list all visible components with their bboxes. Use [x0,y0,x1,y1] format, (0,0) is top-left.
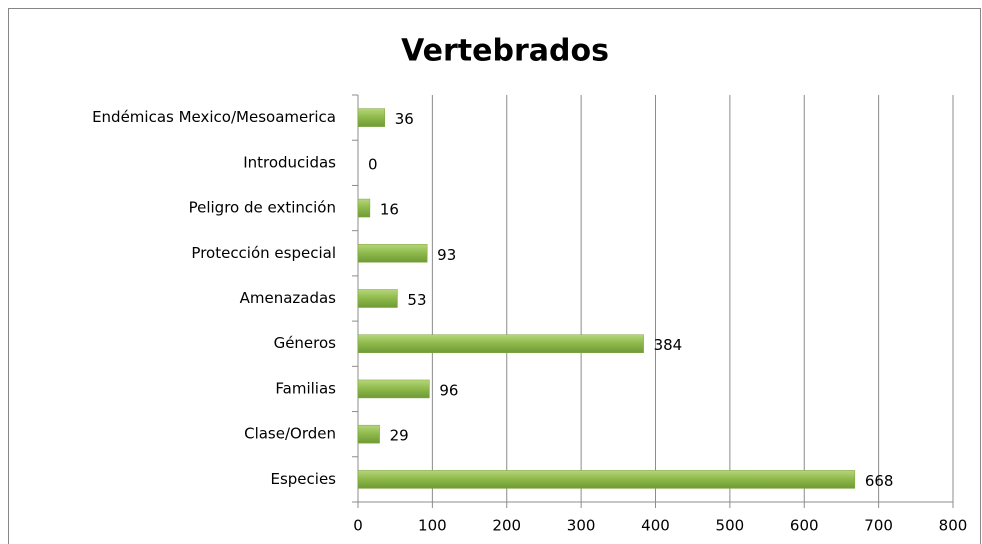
bar [357,198,371,218]
x-tick-label: 600 [790,517,819,535]
bar [357,424,380,444]
bar [357,379,430,399]
x-tick-label: 500 [716,517,745,535]
data-label: 16 [380,201,399,219]
y-tick-label: Peligro de extinción [189,199,336,217]
y-tick-label: Amenazadas [240,289,337,307]
y-tick-label: Familias [275,379,336,397]
data-label: 53 [407,291,426,309]
y-tick-label: Géneros [274,334,337,352]
x-tick-label: 300 [567,517,596,535]
y-tick-label: Protección especial [191,244,336,262]
data-label: 36 [395,110,414,128]
chart-frame [8,8,981,544]
data-label: 93 [437,246,456,264]
bar [357,289,398,308]
bar [357,108,386,127]
y-tick-label: Introducidas [243,153,336,171]
bar [357,334,644,353]
x-tick-label: 100 [418,517,447,535]
x-tick-label: 200 [492,517,521,535]
data-label: 29 [390,427,409,445]
data-label: 384 [654,336,683,354]
chart-title: Vertebrados [401,34,609,69]
bar [357,470,856,489]
y-tick-label: Endémicas Mexico/Mesoamerica [92,108,336,126]
y-tick-label: Clase/Orden [244,425,336,443]
x-tick-label: 700 [864,517,893,535]
x-tick-label: 400 [641,517,670,535]
bar [357,244,428,263]
data-label: 0 [368,155,378,173]
data-label: 96 [439,381,458,399]
data-label: 668 [865,472,894,490]
y-tick-label: Especies [270,470,336,488]
x-tick-label: 0 [353,517,363,535]
x-tick-label: 800 [939,517,968,535]
